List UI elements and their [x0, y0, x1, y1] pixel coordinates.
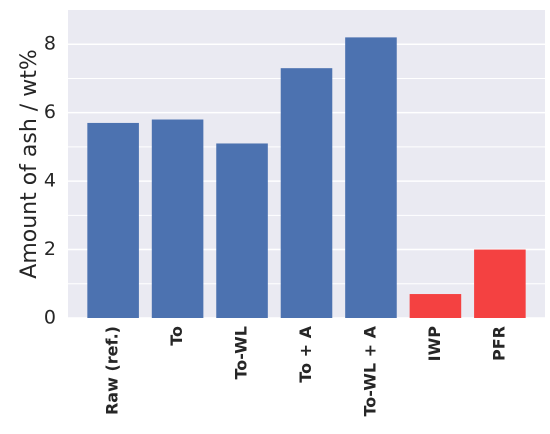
bar [345, 37, 397, 318]
y-axis-label: Amount of ash / wt% [17, 49, 42, 278]
bar [87, 122, 139, 318]
x-tick-label: To + A [296, 325, 315, 382]
x-tick-label: PFR [489, 326, 508, 361]
y-tick-label: 2 [44, 238, 56, 260]
x-tick-label: To-WL [232, 326, 251, 380]
bar [409, 294, 462, 318]
x-tick-label: Raw (ref.) [103, 326, 122, 415]
x-tick-label: To-WL + A [360, 325, 379, 416]
y-tick-label: 6 [44, 101, 56, 123]
bar [474, 249, 526, 318]
y-tick-label: 4 [44, 170, 56, 192]
x-tick-label: To [167, 326, 186, 346]
bar [216, 143, 268, 318]
y-tick-label: 8 [44, 33, 56, 55]
bar [151, 119, 204, 318]
bar [280, 68, 333, 318]
x-tick-label: IWP [425, 326, 444, 362]
y-tick-label: 0 [44, 307, 56, 329]
